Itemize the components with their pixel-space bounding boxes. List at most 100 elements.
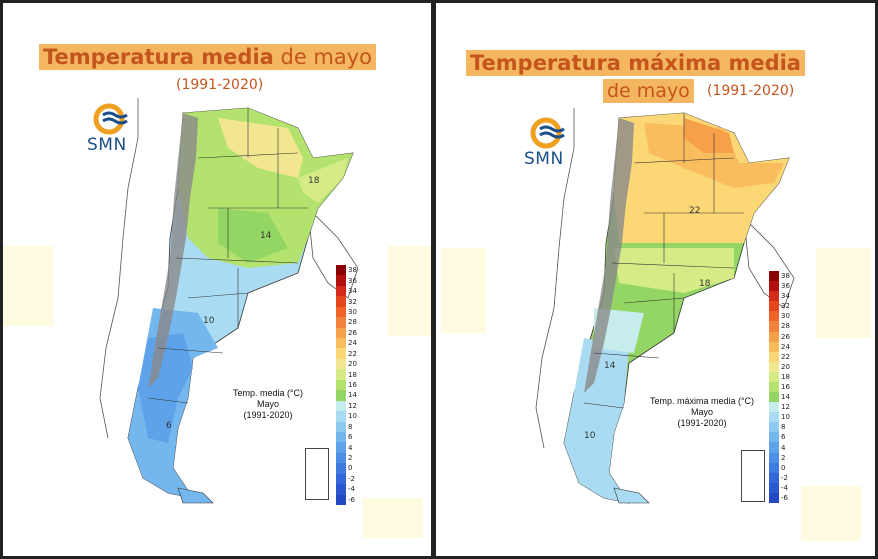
legend-label: 34	[781, 292, 790, 301]
legend-swatch	[769, 341, 779, 353]
legend-swatch	[769, 381, 779, 393]
legend-label: 36	[348, 276, 357, 285]
legend-swatch	[336, 296, 346, 308]
legend-swatch	[336, 348, 346, 360]
right-caption-line2: Mayo	[690, 407, 713, 417]
legend-label: -4	[781, 483, 788, 492]
legend-label: 30	[348, 307, 357, 316]
right-contour-label-18: 18	[699, 279, 711, 289]
legend-swatch	[769, 482, 779, 494]
legend-swatch	[336, 317, 346, 329]
legend-label: 24	[348, 339, 357, 348]
legend-label: 14	[348, 391, 357, 400]
right-title-bold: Temperatura máxima media	[470, 51, 801, 75]
legend-swatch	[336, 494, 346, 506]
legend-swatch	[336, 285, 346, 297]
legend-swatch	[336, 452, 346, 464]
legend-swatch	[336, 338, 346, 349]
left-title: Temperatura media de mayo	[39, 44, 377, 70]
legend-label: 18	[781, 372, 790, 381]
legend-label: 26	[348, 328, 357, 337]
legend-label: -6	[781, 493, 788, 502]
right-map-panel: Temperatura máxima media de mayo (1991-2…	[436, 3, 875, 556]
left-contour-label-18: 18	[308, 176, 320, 186]
legend-label: -4	[348, 485, 355, 494]
smn-logo-icon	[530, 117, 565, 149]
legend-label: 6	[781, 433, 786, 442]
legend-label: 12	[781, 403, 790, 412]
right-legend: 38 36 34 32 30 28 26 24 22 20 18 16 14 12 10 8 6 4 2 0 -2 -4-…	[769, 271, 790, 504]
legend-swatch	[336, 358, 346, 370]
smn-logo-icon	[93, 103, 128, 135]
legend-label: 22	[781, 352, 790, 361]
left-contour-label-10: 10	[203, 316, 215, 326]
legend-label: 38	[348, 266, 357, 275]
legend-swatch	[769, 452, 779, 464]
left-map-caption: Temp. media (°C) Mayo (1991-2020)	[213, 388, 323, 421]
legend-label: 14	[781, 393, 790, 402]
legend-label: 20	[348, 360, 357, 369]
legend-swatch	[336, 473, 346, 485]
legend-swatch	[336, 442, 346, 454]
left-caption-line1: Temp. media (°C)	[232, 388, 304, 398]
legend-label: -2	[348, 474, 355, 483]
legend-swatch	[769, 311, 779, 322]
legend-swatch	[336, 275, 346, 287]
legend-swatch	[769, 432, 779, 443]
left-caption-line2: Mayo	[256, 399, 279, 409]
left-map-panel: Temperatura media de mayo (1991-2020) SM…	[3, 3, 431, 556]
right-contour-label-14: 14	[604, 361, 616, 371]
legend-label: 0	[348, 464, 353, 473]
right-pale-block-3	[801, 486, 861, 541]
right-contour-label-22: 22	[689, 206, 700, 216]
legend-swatch	[769, 271, 779, 282]
left-pale-block-2	[388, 246, 431, 336]
legend-label: 30	[781, 312, 790, 321]
right-title-line2: de mayo	[603, 79, 694, 103]
legend-swatch	[769, 371, 779, 383]
legend-label: 16	[781, 383, 790, 391]
legend-swatch	[769, 472, 779, 484]
legend-swatch	[336, 369, 346, 381]
legend-label: 32	[781, 302, 790, 311]
legend-label: 36	[781, 282, 790, 291]
legend-swatch	[769, 301, 779, 312]
left-pale-block-3	[363, 498, 423, 538]
legend-swatch	[336, 390, 346, 402]
right-logo-text: SMN	[524, 149, 564, 169]
legend-label: 8	[348, 422, 353, 431]
legend-swatch	[769, 492, 779, 504]
left-map: 18 14 10 6	[99, 98, 359, 504]
legend-swatch	[769, 462, 779, 474]
legend-swatch	[336, 411, 346, 422]
legend-swatch	[336, 265, 346, 276]
left-title-bold: Temperatura media	[43, 45, 274, 69]
legend-swatch	[336, 306, 346, 318]
right-caption-line3: (1991-2020)	[677, 418, 727, 428]
legend-label: 4	[348, 443, 353, 452]
legend-swatch	[769, 442, 779, 454]
legend-label: 8	[781, 423, 786, 432]
legend-label: 38	[781, 272, 790, 281]
left-caption-line3: (1991-2020)	[243, 410, 293, 420]
legend-swatch	[769, 402, 779, 413]
legend-label: 18	[348, 370, 357, 379]
legend-swatch	[336, 463, 346, 475]
right-title: Temperatura máxima media	[466, 50, 805, 76]
legend-swatch	[769, 422, 779, 433]
left-subtitle: (1991-2020)	[176, 77, 264, 93]
right-subtitle: (1991-2020)	[707, 83, 795, 99]
left-inset-map	[305, 448, 329, 500]
legend-label: 0	[781, 463, 786, 472]
right-contour-label-10: 10	[584, 431, 596, 441]
left-contour-label-6: 6	[166, 421, 172, 431]
legend-swatch	[769, 291, 779, 302]
legend-swatch	[336, 484, 346, 496]
left-contour-label-14: 14	[260, 231, 272, 241]
legend-label: 12	[348, 401, 357, 410]
legend-label: 28	[348, 318, 357, 327]
legend-label: 20	[781, 362, 790, 371]
legend-label: 22	[348, 349, 357, 358]
legend-swatch	[336, 431, 346, 443]
legend-label: 10	[348, 412, 357, 421]
